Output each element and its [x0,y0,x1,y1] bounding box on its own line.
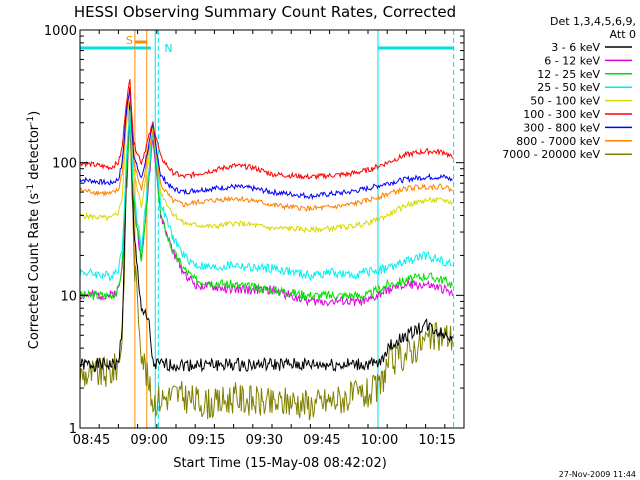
series-line-4 [79,96,453,234]
y-tick-label: 100 [52,157,77,172]
x-tick-label: 08:45 [73,433,110,448]
y-axis-label: Corrected Count Rate (s-1 detector-1) [26,111,42,349]
legend-header-line-1: Det 1,3,4,5,6,9, [550,15,636,28]
series-line-8 [79,114,453,421]
legend-header-line-2: Att 0 [610,28,636,41]
series-layer [79,79,453,421]
y-tick-label: 1 [69,422,77,437]
series-line-6 [79,87,453,201]
s-label: S [126,34,133,47]
date-stamp: 27-Nov-2009 11:44 [559,470,636,479]
x-tick-label: 09:45 [303,433,340,448]
y-axis-label-part: ) [27,111,42,116]
legend-entry-label: 6 - 12 keV [544,54,600,67]
axis-layer: 1 10 100 1000 08:45 09:00 09:15 09:30 09:45 10:00… [44,24,465,448]
legend-entry-label: 12 - 25 keV [537,68,600,81]
legend-entry-label: 100 - 300 keV [523,108,600,121]
y-axis-label-part: Corrected Count Rate (s [27,193,42,350]
series-line-5 [79,79,453,181]
legend-entry-label: 300 - 800 keV [523,121,600,134]
marker-layer: SN [80,30,455,428]
legend-entry-label: 25 - 50 keV [537,81,600,94]
series-line-0 [79,95,453,373]
y-axis-label-part: detector [27,124,42,184]
y-tick-label: 10 [60,289,77,304]
legend-entry-label: 7000 - 20000 keV [502,148,600,161]
y-axis-label-sup: -1 [26,116,36,125]
x-tick-label: 09:30 [246,433,283,448]
x-axis-label: Start Time (15-May-08 08:42:02) [173,456,387,471]
y-tick-label: 1000 [44,24,77,39]
y-axis-label-sup: -1 [26,184,36,193]
n-label: N [164,42,172,55]
legend-entry-label: 50 - 100 keV [530,95,600,108]
series-line-3 [79,109,453,282]
x-tick-label: 10:15 [418,433,455,448]
x-tick-label: 09:00 [130,433,167,448]
series-line-7 [79,87,453,212]
legend-entry-label: 3 - 6 keV [551,41,600,54]
x-tick-label: 10:00 [361,433,398,448]
x-tick-label: 09:15 [188,433,225,448]
legend-entry-label: 800 - 7000 keV [516,135,600,148]
series-line-2 [79,118,453,301]
chart-title: HESSI Observing Summary Count Rates, Cor… [74,3,456,21]
